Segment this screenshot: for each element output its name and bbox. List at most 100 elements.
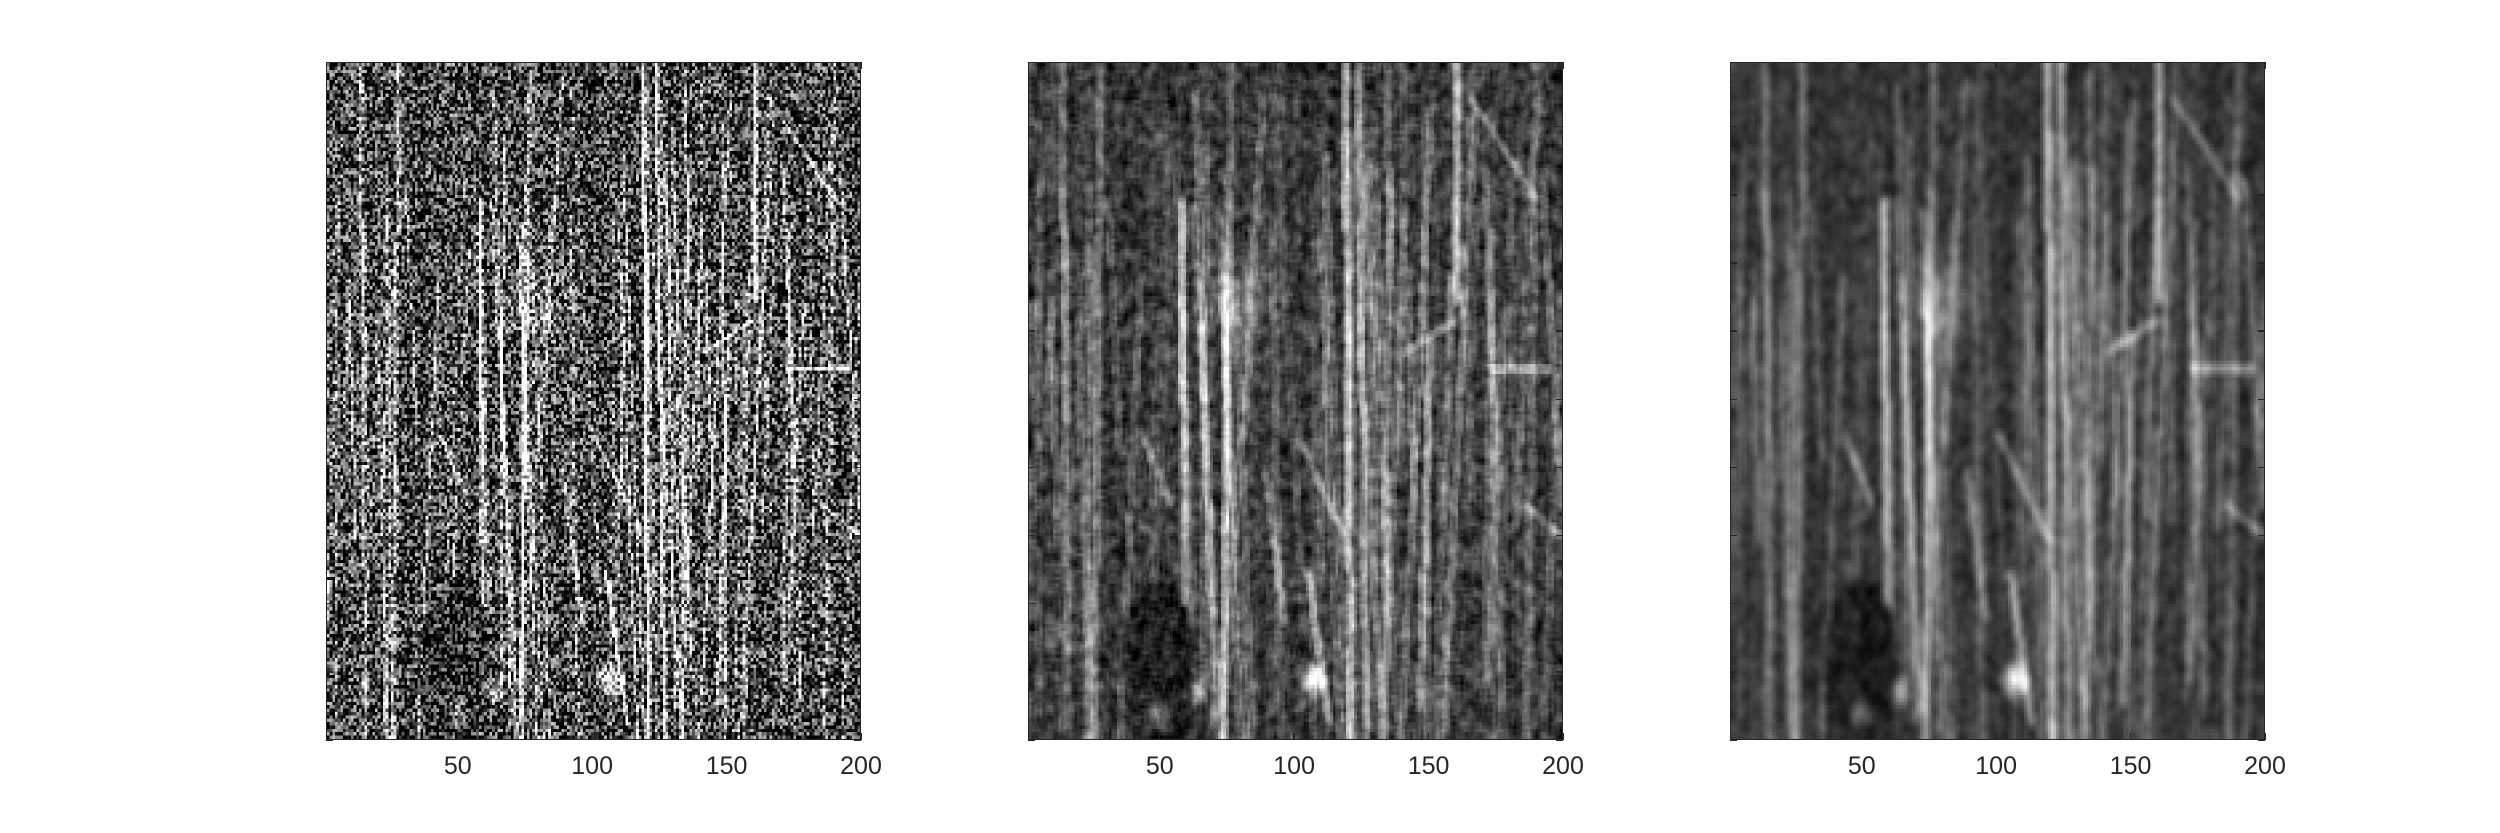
y-tick-mark — [326, 330, 333, 332]
x-tick-mark — [725, 62, 728, 69]
y-tick-mark — [1730, 739, 1737, 741]
y-tick-mark — [1028, 602, 1035, 605]
heatmap-axes — [1730, 62, 2265, 740]
x-tick-label: 50 — [443, 752, 472, 780]
y-tick-mark — [854, 262, 861, 264]
y-tick-mark — [1556, 534, 1563, 537]
x-tick-mark — [725, 733, 728, 740]
y-tick-mark — [854, 466, 861, 469]
y-tick-mark — [1028, 330, 1035, 332]
y-tick-mark — [2258, 739, 2265, 741]
y-tick-mark — [1730, 125, 1737, 128]
y-tick-mark — [1028, 262, 1035, 264]
heatmap-image — [327, 63, 860, 739]
x-tick-mark — [1293, 62, 1295, 69]
y-tick-mark — [1028, 194, 1035, 196]
x-tick-mark — [1427, 62, 1430, 69]
y-tick-mark — [854, 534, 861, 537]
y-tick-mark — [1556, 739, 1563, 741]
y-tick-mark — [1730, 671, 1737, 673]
x-tick-mark — [1293, 733, 1295, 740]
x-tick-mark — [2264, 62, 2266, 69]
heatmap-axes — [326, 62, 861, 740]
y-tick-mark — [1730, 398, 1737, 401]
x-tick-mark — [1158, 62, 1161, 69]
y-tick-mark — [1556, 466, 1563, 469]
y-tick-mark — [1556, 330, 1563, 332]
x-tick-mark — [591, 62, 593, 69]
y-tick-mark — [2258, 466, 2265, 469]
x-tick-mark — [2264, 733, 2266, 740]
y-tick-mark — [1556, 398, 1563, 401]
x-tick-label: 150 — [1407, 752, 1450, 780]
x-tick-label: 200 — [1542, 752, 1584, 780]
y-tick-mark — [854, 739, 861, 741]
y-tick-mark — [326, 125, 333, 128]
y-tick-mark — [1556, 262, 1563, 264]
y-tick-mark — [2258, 330, 2265, 332]
y-tick-mark — [1556, 194, 1563, 196]
y-tick-mark — [2258, 398, 2265, 401]
x-tick-label: 200 — [2244, 752, 2286, 780]
y-tick-mark — [1028, 739, 1035, 741]
x-tick-mark — [860, 62, 862, 69]
heatmap-image — [1731, 63, 2264, 739]
x-tick-mark — [1427, 733, 1430, 740]
x-tick-mark — [2129, 62, 2132, 69]
y-tick-mark — [1028, 671, 1035, 673]
x-tick-label: 150 — [705, 752, 748, 780]
x-tick-mark — [1860, 62, 1863, 69]
x-tick-label: 100 — [1273, 752, 1315, 780]
x-tick-mark — [2129, 733, 2132, 740]
y-tick-mark — [2258, 534, 2265, 537]
y-tick-mark — [1730, 262, 1737, 264]
y-tick-mark — [1730, 466, 1737, 469]
y-tick-mark — [2258, 671, 2265, 673]
y-tick-mark — [1730, 194, 1737, 196]
y-tick-mark — [326, 398, 333, 401]
y-tick-mark — [1028, 125, 1035, 128]
x-tick-mark — [456, 733, 459, 740]
y-tick-mark — [1556, 671, 1563, 673]
x-tick-label: 200 — [840, 752, 882, 780]
x-tick-label: 100 — [571, 752, 613, 780]
x-tick-mark — [456, 62, 459, 69]
y-tick-mark — [2258, 125, 2265, 128]
x-tick-mark — [1995, 733, 1997, 740]
y-tick-mark — [326, 194, 333, 196]
x-tick-label: 150 — [2109, 752, 2152, 780]
x-tick-label: 50 — [1847, 752, 1876, 780]
y-tick-mark — [326, 739, 333, 741]
x-tick-mark — [1995, 62, 1997, 69]
y-tick-mark — [1028, 398, 1035, 401]
y-tick-mark — [1028, 466, 1035, 469]
y-tick-mark — [854, 125, 861, 128]
y-tick-mark — [326, 262, 333, 264]
y-tick-mark — [854, 398, 861, 401]
y-tick-mark — [854, 330, 861, 332]
y-tick-mark — [2258, 602, 2265, 605]
x-tick-mark — [1158, 733, 1161, 740]
y-tick-mark — [1730, 534, 1737, 537]
heatmap-image — [1029, 63, 1562, 739]
heatmap-axes — [1028, 62, 1563, 740]
y-tick-mark — [326, 602, 333, 605]
y-tick-mark — [854, 671, 861, 673]
y-tick-mark — [1556, 125, 1563, 128]
x-tick-label: 100 — [1975, 752, 2017, 780]
y-tick-mark — [854, 194, 861, 196]
y-tick-mark — [854, 602, 861, 605]
x-tick-mark — [1860, 733, 1863, 740]
x-tick-mark — [1562, 62, 1564, 69]
y-tick-mark — [2258, 262, 2265, 264]
y-tick-mark — [2258, 194, 2265, 196]
y-tick-mark — [1730, 330, 1737, 332]
x-tick-mark — [1562, 733, 1564, 740]
y-tick-mark — [326, 466, 333, 469]
y-tick-mark — [326, 534, 333, 537]
y-tick-mark — [1028, 534, 1035, 537]
y-tick-mark — [326, 671, 333, 673]
y-tick-mark — [1556, 602, 1563, 605]
x-tick-label: 50 — [1145, 752, 1174, 780]
